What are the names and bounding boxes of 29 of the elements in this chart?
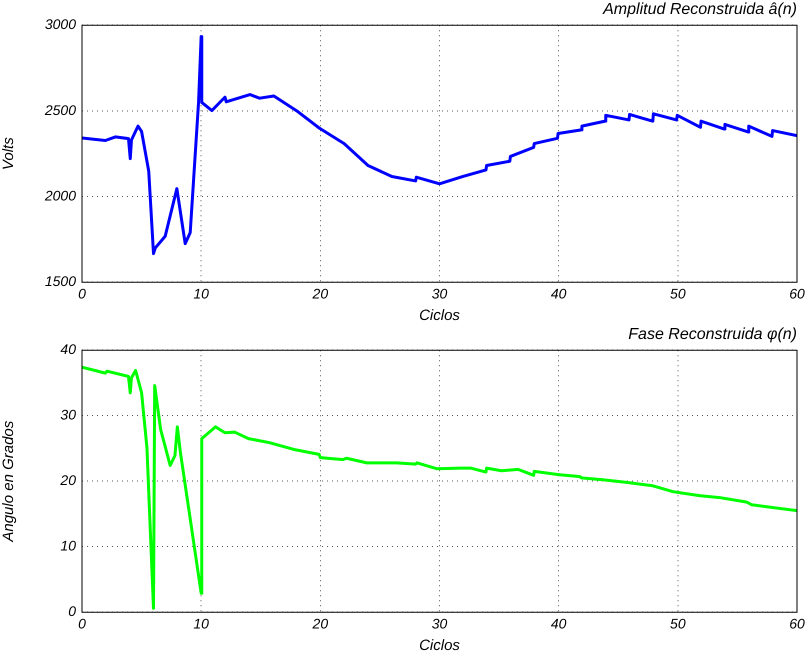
x-axis-title: Ciclos	[419, 307, 460, 324]
chart-title: Amplitud Reconstruida â(n)	[602, 1, 797, 18]
x-tick-label: 50	[670, 615, 686, 632]
y-tick-label: 2000	[44, 187, 76, 204]
y-tick-label: 20	[59, 472, 76, 488]
y-tick-label: 2500	[44, 102, 76, 118]
x-tick-label: 10	[193, 285, 210, 302]
y-tick-label: 40	[60, 341, 76, 358]
x-tick-label: 60	[789, 285, 805, 302]
x-tick-label: 30	[432, 285, 448, 302]
y-tick-label: 30	[60, 406, 76, 423]
x-tick-label: 30	[432, 615, 448, 632]
x-tick-label: 10	[193, 615, 210, 632]
y-tick-label: 1500	[44, 273, 76, 290]
y-tick-label: 3000	[44, 16, 76, 32]
x-tick-label: 50	[670, 285, 686, 302]
y-tick-label: 10	[60, 538, 76, 554]
y-axis-title: Volts	[0, 136, 18, 170]
x-tick-label: 60	[789, 615, 805, 632]
y-tick-label: 0	[68, 603, 76, 620]
x-axis-title: Ciclos	[419, 637, 460, 654]
y-axis-title: Angulo en Grados	[0, 420, 18, 543]
x-tick-label: 40	[550, 615, 567, 632]
x-tick-label: 20	[312, 615, 328, 632]
x-tick-label: 40	[550, 285, 567, 302]
x-tick-label: 0	[78, 615, 86, 632]
x-tick-label: 20	[312, 285, 328, 302]
x-tick-label: 0	[78, 285, 86, 302]
chart-title: Fase Reconstruida φ(n)	[628, 326, 797, 344]
